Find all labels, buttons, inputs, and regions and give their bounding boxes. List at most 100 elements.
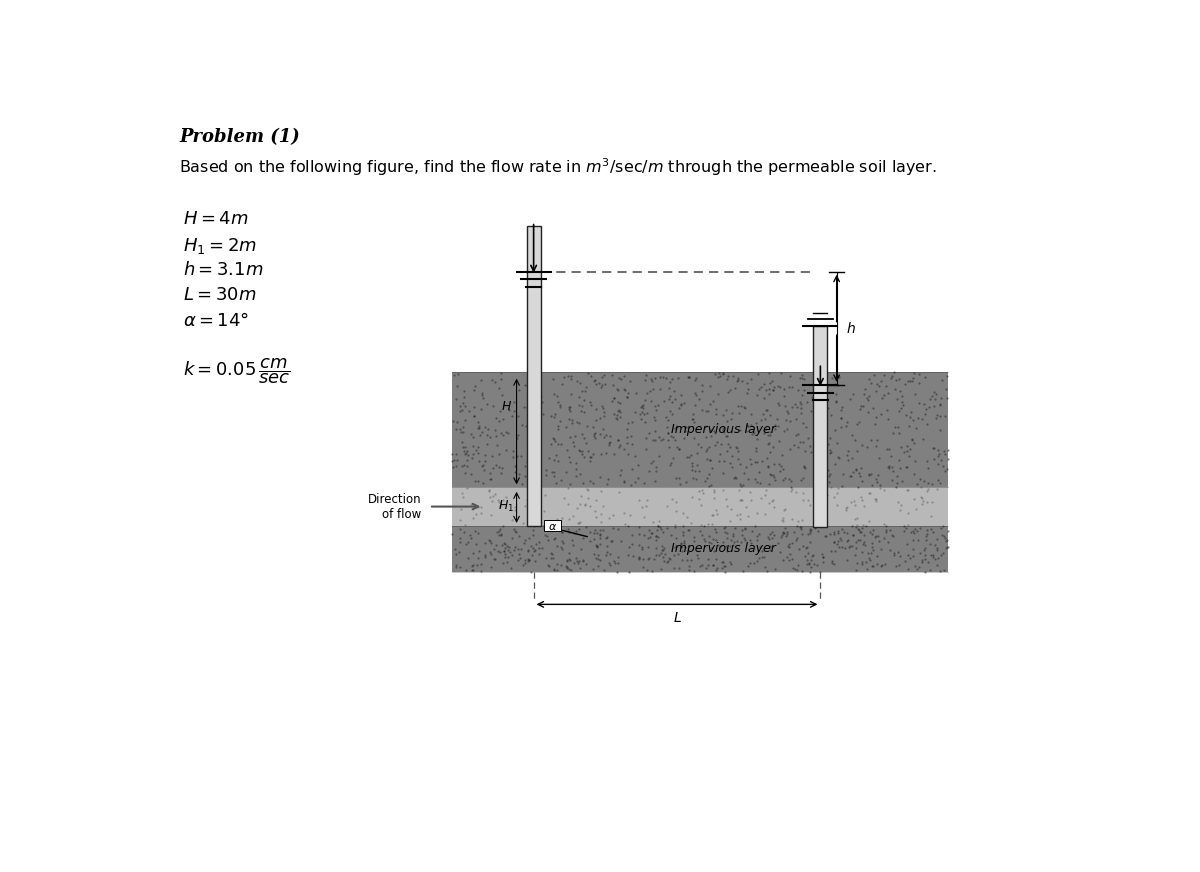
Text: $h$: $h$ bbox=[846, 321, 856, 336]
Point bbox=[469, 419, 488, 433]
Point bbox=[686, 388, 706, 402]
Point bbox=[731, 423, 750, 437]
Point bbox=[559, 412, 578, 426]
Point bbox=[635, 510, 654, 524]
Point bbox=[448, 415, 467, 429]
Point bbox=[925, 553, 944, 567]
Point bbox=[802, 553, 821, 567]
Point bbox=[938, 524, 958, 538]
Point bbox=[598, 546, 617, 560]
Point bbox=[599, 436, 618, 450]
Point bbox=[658, 554, 677, 568]
Point bbox=[574, 393, 593, 407]
Point bbox=[515, 554, 534, 568]
Point bbox=[661, 528, 680, 542]
Point bbox=[736, 460, 755, 474]
Point bbox=[635, 372, 654, 386]
Point bbox=[592, 446, 611, 460]
Point bbox=[446, 447, 466, 461]
Point bbox=[797, 395, 816, 409]
Point bbox=[700, 378, 719, 392]
Point bbox=[473, 425, 492, 439]
Point bbox=[806, 557, 826, 571]
Point bbox=[523, 426, 542, 439]
Point bbox=[766, 562, 785, 576]
Point bbox=[668, 548, 688, 562]
Point bbox=[451, 399, 470, 413]
Point bbox=[518, 544, 538, 558]
Point bbox=[852, 557, 871, 571]
Point bbox=[545, 411, 564, 425]
Point bbox=[788, 440, 808, 454]
Point bbox=[522, 497, 541, 511]
Point bbox=[878, 460, 898, 473]
Point bbox=[457, 562, 476, 576]
Point bbox=[700, 397, 719, 411]
Point bbox=[560, 405, 580, 419]
Point bbox=[666, 433, 685, 446]
Point bbox=[826, 423, 845, 437]
Point bbox=[558, 562, 577, 576]
Point bbox=[510, 529, 529, 543]
Point bbox=[770, 464, 790, 478]
Point bbox=[480, 490, 499, 504]
Point bbox=[832, 420, 851, 434]
Point bbox=[530, 386, 550, 400]
Point bbox=[721, 412, 740, 426]
Point bbox=[733, 564, 752, 578]
Point bbox=[734, 478, 754, 492]
Point bbox=[918, 476, 937, 490]
Point bbox=[474, 463, 493, 477]
Point bbox=[559, 553, 578, 567]
Point bbox=[828, 378, 847, 392]
Point bbox=[797, 419, 816, 433]
Point bbox=[577, 436, 596, 450]
Point bbox=[570, 467, 589, 480]
Point bbox=[703, 542, 722, 555]
Point bbox=[590, 412, 610, 426]
Point bbox=[563, 416, 582, 430]
Point bbox=[726, 440, 745, 454]
Point bbox=[732, 494, 751, 508]
Point bbox=[820, 474, 839, 488]
Point bbox=[551, 540, 570, 554]
Point bbox=[788, 514, 808, 528]
Point bbox=[905, 559, 924, 573]
Point bbox=[917, 533, 936, 547]
Point bbox=[811, 461, 830, 475]
Point bbox=[812, 520, 832, 534]
Point bbox=[446, 560, 466, 574]
Point bbox=[544, 431, 563, 445]
Point bbox=[461, 426, 480, 440]
Point bbox=[485, 487, 504, 501]
Text: $H$: $H$ bbox=[500, 400, 512, 413]
Point bbox=[810, 565, 829, 579]
Point bbox=[470, 428, 490, 442]
Point bbox=[456, 519, 475, 533]
Point bbox=[690, 485, 709, 499]
Point bbox=[700, 528, 719, 542]
Point bbox=[718, 414, 737, 428]
Point bbox=[658, 500, 677, 514]
Point bbox=[451, 422, 470, 436]
Point bbox=[696, 419, 715, 433]
Point bbox=[938, 452, 958, 466]
Point bbox=[536, 551, 556, 565]
Point bbox=[894, 445, 913, 459]
Point bbox=[443, 446, 462, 460]
Point bbox=[930, 398, 949, 412]
Point bbox=[668, 371, 688, 385]
Point bbox=[664, 430, 683, 444]
Point bbox=[781, 474, 800, 488]
Point bbox=[643, 374, 662, 388]
Point bbox=[548, 422, 568, 436]
Point bbox=[740, 485, 760, 499]
Point bbox=[695, 532, 714, 546]
Point bbox=[665, 384, 684, 398]
Point bbox=[701, 453, 720, 467]
Point bbox=[703, 394, 722, 408]
Point bbox=[889, 453, 908, 467]
Point bbox=[793, 539, 812, 553]
Point bbox=[931, 392, 950, 405]
Point bbox=[839, 533, 858, 547]
